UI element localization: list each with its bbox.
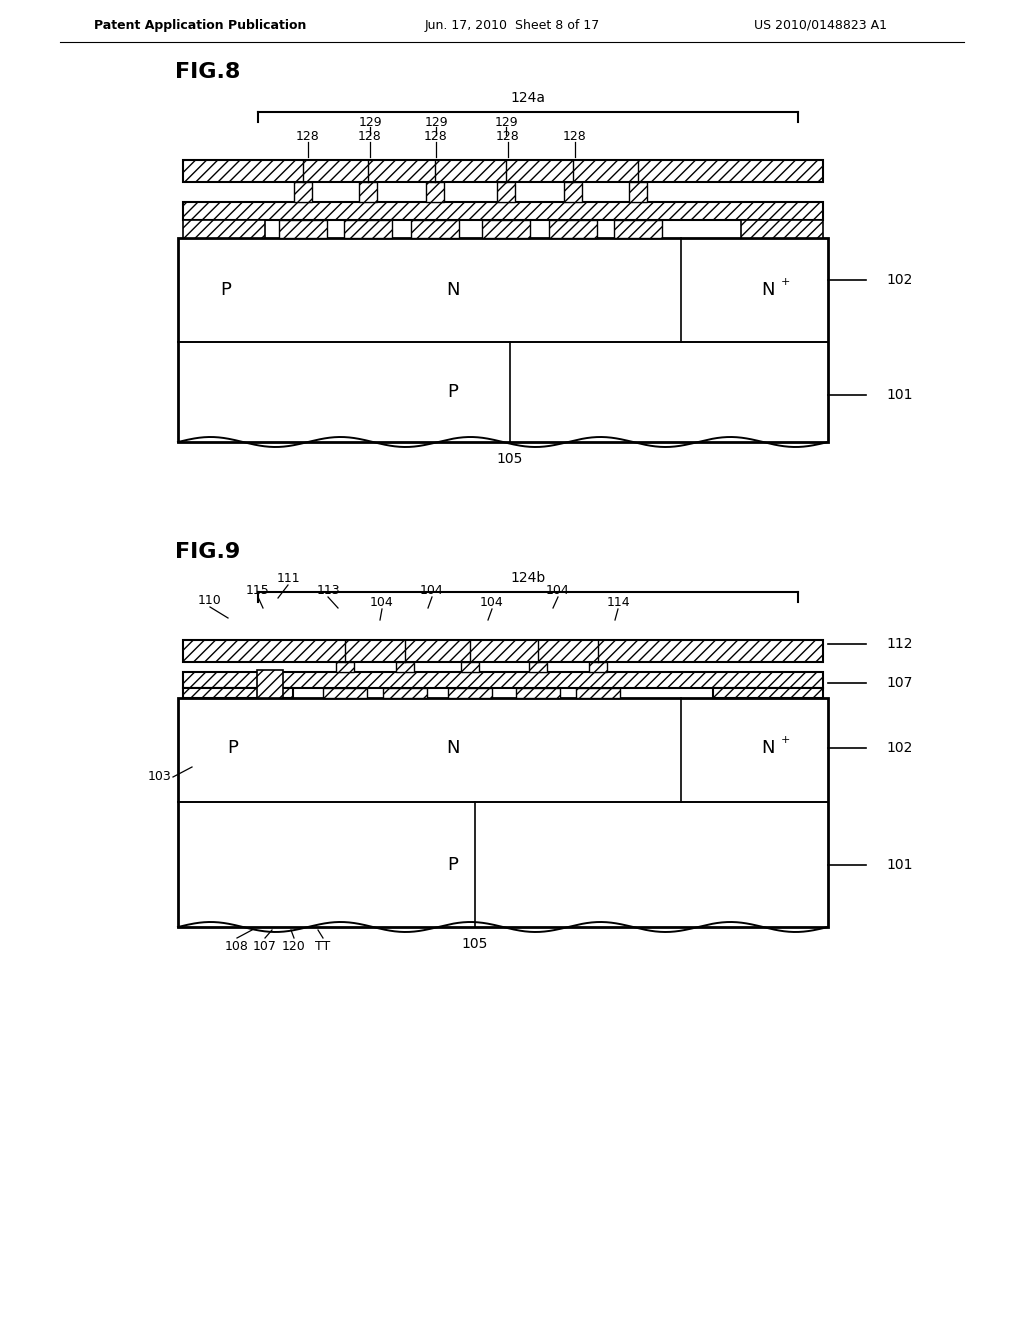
- Text: 128: 128: [358, 131, 382, 144]
- Bar: [461, 663, 479, 672]
- Text: 101: 101: [886, 858, 912, 873]
- Text: 112: 112: [886, 638, 912, 651]
- Text: P: P: [227, 739, 239, 756]
- Text: 124b: 124b: [510, 572, 546, 585]
- Text: 104: 104: [546, 583, 570, 597]
- Bar: [183, 672, 823, 688]
- Text: P: P: [447, 383, 459, 401]
- Text: 129: 129: [424, 116, 447, 128]
- Text: 128: 128: [296, 131, 319, 144]
- Text: 128: 128: [496, 131, 520, 144]
- Bar: [336, 663, 354, 672]
- Bar: [529, 663, 547, 672]
- Bar: [359, 182, 377, 202]
- Text: 104: 104: [480, 595, 504, 609]
- Text: +: +: [780, 735, 790, 744]
- Bar: [629, 182, 647, 202]
- Text: 104: 104: [370, 595, 394, 609]
- Bar: [741, 220, 823, 238]
- Text: US 2010/0148823 A1: US 2010/0148823 A1: [754, 18, 887, 32]
- Text: 104: 104: [420, 583, 443, 597]
- Bar: [183, 202, 823, 220]
- Text: TT: TT: [315, 940, 331, 953]
- Text: 113: 113: [316, 583, 340, 597]
- Text: N: N: [761, 739, 775, 756]
- Bar: [178, 698, 828, 927]
- Bar: [257, 671, 283, 698]
- Bar: [426, 182, 444, 202]
- Text: 129: 129: [358, 116, 382, 128]
- Bar: [575, 688, 620, 698]
- Bar: [713, 688, 823, 698]
- Bar: [482, 220, 530, 238]
- Text: P: P: [447, 855, 459, 874]
- Text: 111: 111: [276, 572, 300, 585]
- Bar: [183, 160, 823, 182]
- Bar: [279, 220, 327, 238]
- Bar: [344, 220, 392, 238]
- Bar: [614, 220, 662, 238]
- Text: FIG.8: FIG.8: [175, 62, 241, 82]
- Text: +: +: [780, 277, 790, 286]
- Bar: [497, 182, 515, 202]
- Bar: [178, 238, 828, 442]
- Text: 107: 107: [253, 940, 276, 953]
- Text: 120: 120: [283, 940, 306, 953]
- Text: FIG.9: FIG.9: [175, 543, 241, 562]
- Text: 115: 115: [246, 583, 270, 597]
- Text: 124a: 124a: [511, 91, 546, 106]
- Bar: [294, 182, 312, 202]
- Text: N: N: [761, 281, 775, 300]
- Bar: [183, 640, 823, 663]
- Bar: [549, 220, 597, 238]
- Bar: [564, 182, 582, 202]
- Text: 103: 103: [148, 771, 172, 784]
- Text: 128: 128: [424, 131, 447, 144]
- Text: 102: 102: [886, 273, 912, 286]
- Text: 107: 107: [886, 676, 912, 690]
- Text: N: N: [446, 739, 460, 756]
- Bar: [449, 688, 492, 698]
- Bar: [516, 688, 560, 698]
- Text: Jun. 17, 2010  Sheet 8 of 17: Jun. 17, 2010 Sheet 8 of 17: [424, 18, 600, 32]
- Text: 101: 101: [886, 388, 912, 403]
- Text: 108: 108: [225, 940, 249, 953]
- Bar: [183, 688, 293, 698]
- Bar: [589, 663, 607, 672]
- Text: Patent Application Publication: Patent Application Publication: [94, 18, 306, 32]
- Text: 128: 128: [563, 131, 587, 144]
- Bar: [323, 688, 367, 698]
- Text: N: N: [446, 281, 460, 300]
- Text: 110: 110: [198, 594, 222, 606]
- Text: P: P: [220, 281, 231, 300]
- Text: 129: 129: [495, 116, 518, 128]
- Text: 114: 114: [606, 595, 630, 609]
- Bar: [183, 220, 265, 238]
- Text: 105: 105: [497, 451, 523, 466]
- Bar: [383, 688, 427, 698]
- Text: 102: 102: [886, 741, 912, 755]
- Bar: [396, 663, 414, 672]
- Bar: [411, 220, 459, 238]
- Text: 105: 105: [462, 937, 488, 950]
